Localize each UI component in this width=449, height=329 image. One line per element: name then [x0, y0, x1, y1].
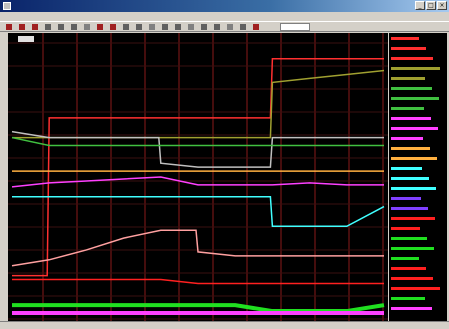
status-bar [0, 321, 449, 329]
series-line-2 [12, 69, 385, 139]
undo-icon[interactable] [84, 24, 90, 30]
refresh-icon[interactable] [227, 24, 233, 30]
series-line-9 [12, 278, 384, 285]
legend-entry[interactable] [391, 277, 433, 280]
window-controls: _ □ × [415, 1, 447, 10]
cursor-icon[interactable] [123, 24, 129, 30]
legend-entry[interactable] [391, 67, 440, 70]
series-line-5 [11, 176, 384, 188]
print-icon[interactable] [32, 24, 38, 30]
legend-entry[interactable] [391, 187, 436, 190]
legend-entry[interactable] [391, 177, 429, 180]
legend-entry[interactable] [391, 207, 428, 210]
legend-entry[interactable] [391, 307, 432, 310]
series-line-3 [11, 130, 384, 168]
zoom-out-icon[interactable] [110, 24, 116, 30]
title-bar[interactable]: _ □ × [0, 0, 449, 12]
legend-panel [389, 33, 447, 321]
chart-svg [8, 33, 388, 321]
legend-entry[interactable] [391, 47, 426, 50]
color-icon[interactable] [201, 24, 207, 30]
save-icon[interactable] [19, 24, 25, 30]
legend-entry[interactable] [391, 87, 432, 90]
app-icon [3, 2, 11, 10]
toolbar-field[interactable] [280, 23, 310, 31]
legend-entry[interactable] [391, 117, 431, 120]
legend-entry[interactable] [391, 137, 423, 140]
legend-entry[interactable] [391, 247, 434, 250]
toolbar [0, 21, 449, 32]
series-line-1 [12, 57, 384, 277]
legend-entry[interactable] [391, 157, 437, 160]
cut-icon[interactable] [45, 24, 51, 30]
open-icon[interactable] [6, 24, 12, 30]
copy-icon[interactable] [58, 24, 64, 30]
help-icon[interactable] [253, 24, 259, 30]
paste-icon[interactable] [71, 24, 77, 30]
maximize-button[interactable]: □ [426, 1, 436, 10]
pan-icon[interactable] [149, 24, 155, 30]
axis-icon[interactable] [188, 24, 194, 30]
grid-icon[interactable] [175, 24, 181, 30]
fit-icon[interactable] [162, 24, 168, 30]
plot-area[interactable] [8, 33, 388, 321]
legend-entry[interactable] [391, 127, 438, 130]
legend-entry[interactable] [391, 57, 433, 60]
legend-entry[interactable] [391, 297, 425, 300]
series-line-10 [12, 303, 385, 314]
settings-icon[interactable] [240, 24, 246, 30]
legend-entry[interactable] [391, 77, 425, 80]
marker-icon[interactable] [136, 24, 142, 30]
legend-entry[interactable] [391, 217, 435, 220]
zoom-in-icon[interactable] [97, 24, 103, 30]
legend-entry[interactable] [391, 227, 420, 230]
legend-entry[interactable] [391, 147, 430, 150]
series-line-8 [11, 229, 384, 267]
legend-entry[interactable] [391, 97, 439, 100]
legend-entry[interactable] [391, 257, 419, 260]
legend-entry[interactable] [391, 267, 426, 270]
menu-bar [0, 12, 449, 21]
legend-entry[interactable] [391, 237, 427, 240]
series-line-7 [12, 195, 385, 228]
legend-entry[interactable] [391, 107, 424, 110]
series-line-4 [11, 136, 384, 147]
legend-entry[interactable] [391, 197, 421, 200]
legend-entry[interactable] [391, 287, 440, 290]
measure-icon[interactable] [214, 24, 220, 30]
legend-entry[interactable] [391, 167, 422, 170]
minimize-button[interactable]: _ [415, 1, 425, 10]
close-button[interactable]: × [437, 1, 447, 10]
legend-entry[interactable] [391, 37, 419, 40]
zoom-badge [18, 36, 34, 42]
